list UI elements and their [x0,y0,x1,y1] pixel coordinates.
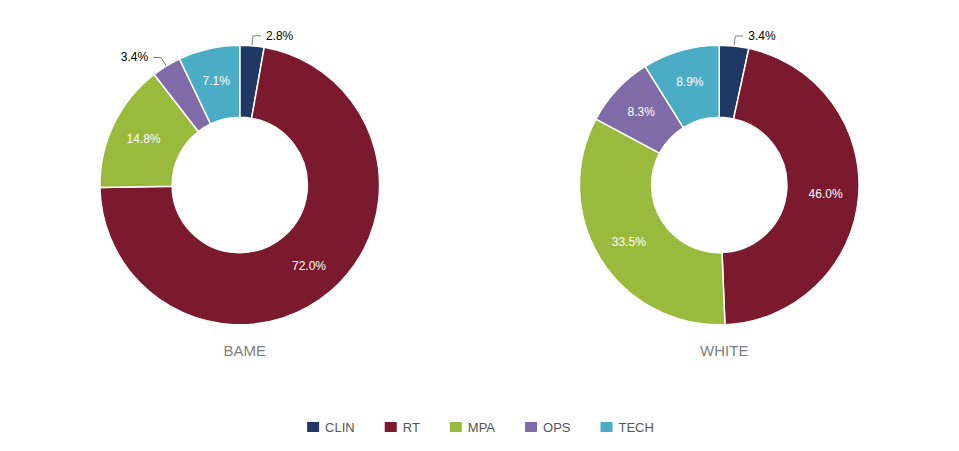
svg-text:RT: RT [403,420,420,435]
svg-text:14.8%: 14.8% [127,132,161,146]
svg-text:BAME: BAME [223,342,266,359]
svg-text:72.0%: 72.0% [292,259,326,273]
svg-text:CLIN: CLIN [325,420,355,435]
svg-text:2.8%: 2.8% [266,29,294,43]
svg-text:WHITE: WHITE [700,342,748,359]
svg-text:OPS: OPS [543,420,571,435]
svg-text:46.0%: 46.0% [809,187,843,201]
svg-text:8.3%: 8.3% [628,105,656,119]
svg-text:3.4%: 3.4% [748,29,776,43]
svg-text:33.5%: 33.5% [612,235,646,249]
svg-text:3.4%: 3.4% [121,50,149,64]
svg-text:7.1%: 7.1% [202,74,230,88]
svg-text:TECH: TECH [618,420,653,435]
svg-text:MPA: MPA [468,420,496,435]
svg-text:8.9%: 8.9% [676,75,704,89]
